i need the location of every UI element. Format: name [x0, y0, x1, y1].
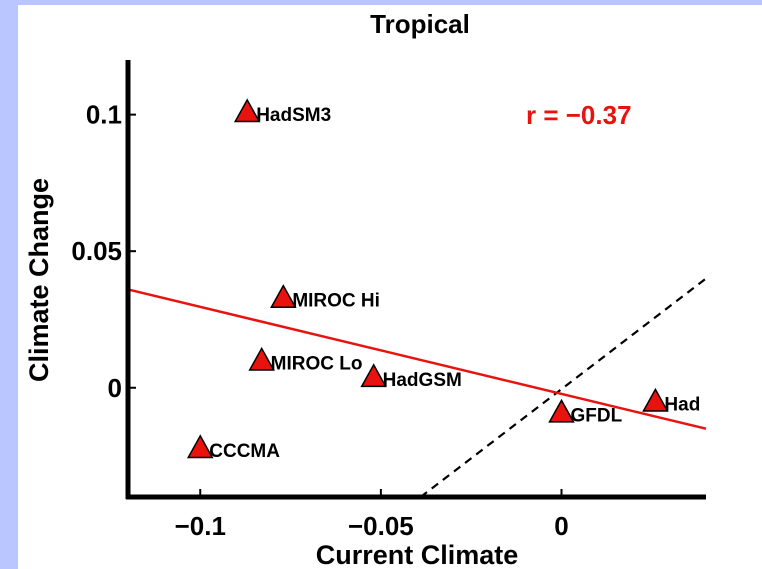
- y-tick-label: 0.05: [71, 236, 122, 266]
- data-point-label: MIROC Lo: [271, 353, 363, 374]
- data-point-label: CCCMA: [209, 441, 280, 462]
- x-axis-label: Current Climate: [316, 540, 519, 569]
- data-point-triangle: [248, 346, 275, 371]
- data-point-triangle: [270, 284, 297, 308]
- chart-title: Tropical: [370, 9, 470, 39]
- data-point-label: GFDL: [571, 405, 623, 426]
- data-point-triangle: [548, 398, 575, 423]
- data-point-label: HadSM3: [256, 105, 331, 126]
- left-frame-band: [0, 0, 18, 569]
- data-point-triangle: [186, 434, 214, 459]
- data-point-label: Had: [664, 394, 700, 415]
- x-tick-label: 0: [554, 511, 568, 541]
- data-point-triangle: [360, 363, 387, 388]
- data-point-triangle: [233, 98, 261, 123]
- top-frame-band: [0, 0, 762, 5]
- reference-line: [419, 277, 706, 497]
- y-axis-label: Climate Change: [24, 178, 54, 382]
- x-tick-label: −0.05: [348, 511, 414, 541]
- x-tick-label: −0.1: [175, 511, 226, 541]
- data-point-triangle: [642, 387, 669, 412]
- correlation-annotation: r = −0.37: [526, 100, 632, 130]
- y-tick-label: 0: [108, 373, 122, 403]
- data-point-label: MIROC Hi: [292, 291, 380, 312]
- y-tick-label: 0.1: [86, 100, 122, 130]
- data-point-label: HadGSM: [383, 370, 462, 391]
- regression-line: [127, 288, 707, 430]
